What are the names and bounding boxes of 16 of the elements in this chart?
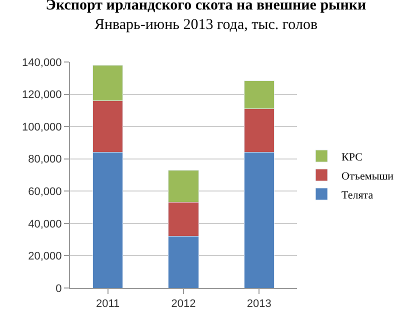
- y-tick-label: 20,000: [28, 250, 62, 263]
- y-tick-label: 120,000: [22, 89, 62, 102]
- x-tick-label: 2012: [171, 298, 196, 310]
- legend-label: Телята: [342, 189, 374, 202]
- x-tick-label: 2011: [96, 298, 120, 310]
- y-tick-label: 0: [56, 282, 62, 295]
- y-tick-label: 40,000: [28, 218, 62, 230]
- chart-title: Экспорт ирландского скота на внешние рынки: [46, 0, 367, 14]
- legend-label: КРС: [342, 151, 362, 164]
- legend-label: Отъемыши: [342, 170, 394, 182]
- y-tick-label: 80,000: [28, 154, 62, 166]
- y-tick-label: 140,000: [22, 56, 62, 69]
- y-tick-label: 100,000: [22, 121, 62, 134]
- x-tick-label: 2013: [246, 298, 272, 310]
- y-tick-label: 60,000: [28, 186, 62, 198]
- chart-subtitle: Январь-июнь 2013 года, тыс. голов: [94, 17, 318, 34]
